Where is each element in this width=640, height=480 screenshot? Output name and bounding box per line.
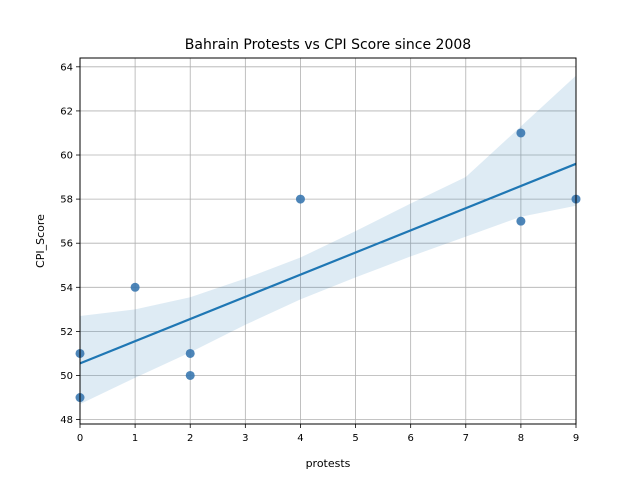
- x-tick-label: 5: [352, 433, 358, 444]
- x-tick-label: 1: [132, 433, 138, 444]
- y-tick-label: 62: [60, 106, 73, 117]
- confidence-band: [80, 75, 576, 405]
- data-point: [295, 194, 305, 204]
- x-tick-label: 0: [77, 433, 83, 444]
- grid: [79, 58, 577, 424]
- x-tick-label: 3: [242, 433, 248, 444]
- y-tick-label: 60: [60, 151, 73, 162]
- x-tick-label: 8: [518, 433, 524, 444]
- x-tick-label: 6: [407, 433, 413, 444]
- y-tick-label: 52: [60, 327, 73, 338]
- regression-line: [79, 162, 577, 365]
- x-tick-label: 9: [573, 433, 579, 444]
- x-tick-label: 4: [297, 433, 303, 444]
- y-axis-label: CPI_Score: [34, 214, 47, 268]
- y-axis-ticks: 48 50 52 54 56 58 60 62 64: [60, 62, 80, 426]
- y-tick-label: 58: [60, 195, 73, 206]
- data-point: [516, 216, 526, 226]
- y-tick-label: 56: [60, 239, 73, 250]
- confidence-band-layer: [80, 75, 576, 405]
- plot-frame: [79, 57, 577, 425]
- data-point: [185, 370, 195, 380]
- y-tick-label: 64: [60, 62, 73, 73]
- x-axis-label: protests: [306, 457, 351, 470]
- points-layer: [75, 128, 581, 403]
- y-tick-label: 50: [60, 371, 73, 382]
- x-tick-label: 2: [187, 433, 193, 444]
- data-point: [516, 128, 526, 138]
- chart-title: Bahrain Protests vs CPI Score since 2008: [185, 37, 471, 53]
- x-tick-label: 7: [463, 433, 469, 444]
- x-axis-ticks: 0 1 2 3 4 5 6 7 8 9: [77, 424, 579, 444]
- y-tick-label: 54: [60, 283, 73, 294]
- y-tick-label: 48: [60, 415, 73, 426]
- regression-line-layer: [79, 162, 577, 365]
- data-point: [130, 282, 140, 292]
- data-point: [185, 348, 195, 358]
